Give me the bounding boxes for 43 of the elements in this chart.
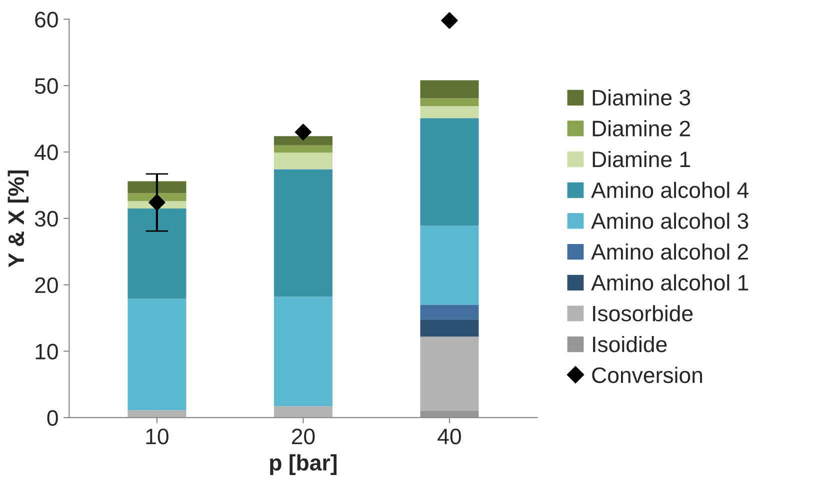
legend-label: Diamine 2 <box>592 120 690 136</box>
x-axis-title: p [bar] <box>270 454 337 476</box>
bar <box>420 106 479 118</box>
point <box>148 194 166 211</box>
legend-label: Isoidide <box>593 336 667 352</box>
y-tick-label: 10 <box>36 344 58 360</box>
bar <box>420 410 479 418</box>
bar <box>420 304 479 320</box>
bar <box>274 152 332 170</box>
bar <box>420 226 479 305</box>
y-tick-label: 50 <box>34 78 58 94</box>
bar <box>420 98 479 106</box>
x-tick-label: 20 <box>292 428 315 444</box>
bar <box>420 118 479 226</box>
y-tick-label: 0 <box>47 410 58 426</box>
bar <box>128 298 186 410</box>
point <box>441 12 458 29</box>
legend-label: Amino alcohol 4 <box>591 182 749 198</box>
x-tick-label: 10 <box>146 428 168 444</box>
y-axis-title: Y & X [%] <box>8 170 28 268</box>
bar <box>274 169 332 297</box>
y-tick-label: 60 <box>35 12 58 28</box>
x-tick-label: 40 <box>438 428 461 444</box>
legend-label: Conversion <box>592 366 702 384</box>
legend-label: Diamine 1 <box>592 150 690 168</box>
legend-label: Diamine 3 <box>592 89 690 106</box>
bar <box>420 336 479 411</box>
y-tick-label: 20 <box>35 277 58 294</box>
legend-label: Amino alcohol 3 <box>591 212 748 229</box>
y-tick-label: 30 <box>34 210 58 227</box>
bar <box>420 80 479 98</box>
point <box>294 124 312 140</box>
bar <box>274 406 332 418</box>
bar <box>420 319 479 337</box>
legend-label: Amino alcohol 2 <box>591 243 748 260</box>
bar <box>274 296 332 406</box>
legend-label: Amino alcohol 1 <box>591 274 748 291</box>
legend-label: Isosorbide <box>593 305 693 322</box>
y-tick-label: 40 <box>34 144 58 160</box>
bar <box>274 145 332 153</box>
bar <box>128 181 186 194</box>
bar <box>274 136 332 146</box>
bar <box>128 208 186 299</box>
